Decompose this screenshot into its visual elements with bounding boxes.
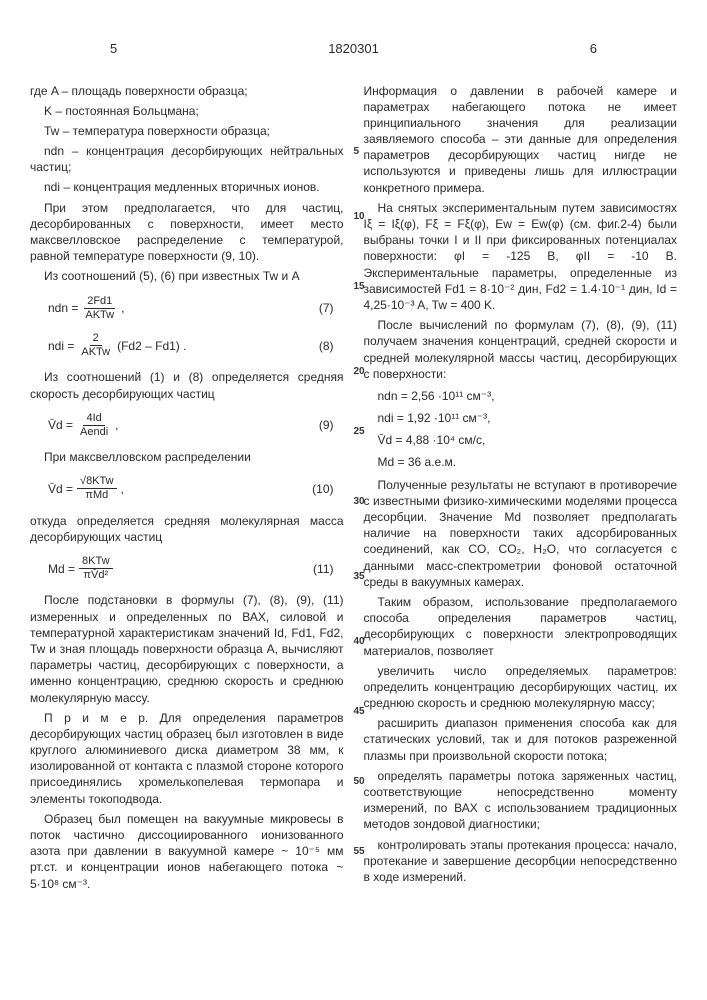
document-number: 1820301 xyxy=(328,40,379,58)
body-text: Таким образом, использование предполагае… xyxy=(364,594,678,659)
body-text: контролировать этапы протекания процесса… xyxy=(364,837,678,886)
body-text: После вычислений по формулам (7), (8), (… xyxy=(364,317,678,382)
equation-number: (8) xyxy=(319,338,344,354)
body-text: определять параметры потока заряженных ч… xyxy=(364,768,678,833)
page-header: 5 1820301 6 xyxy=(30,40,677,58)
line-marker: 50 xyxy=(354,775,365,789)
line-marker: 5 xyxy=(354,145,360,159)
line-marker: 45 xyxy=(354,705,365,719)
column-right: Информация о давлении в рабочей камере и… xyxy=(364,83,678,896)
equation-number: (7) xyxy=(319,300,344,316)
page-number-left: 5 xyxy=(110,40,117,58)
line-marker: 55 xyxy=(354,845,365,859)
body-text: откуда определяется средняя молекулярная… xyxy=(30,513,344,545)
definition-line: Tw – температура поверхности образца; xyxy=(30,123,344,139)
body-text: Из соотношений (5), (6) при известных Tw… xyxy=(30,268,344,284)
page-number-right: 6 xyxy=(590,40,597,58)
definition-line: ndn – концентрация десорбирующих нейтрал… xyxy=(30,143,344,175)
equation-number: (10) xyxy=(312,481,343,497)
body-text: Из соотношений (1) и (8) определяется ср… xyxy=(30,369,344,401)
equation-number: (11) xyxy=(313,561,343,577)
equation-number: (9) xyxy=(319,417,344,433)
line-marker: 40 xyxy=(354,635,365,649)
body-text: На снятых экспериментальным путем зависи… xyxy=(364,200,678,313)
line-marker: 35 xyxy=(354,570,365,584)
body-text: При этом предполагается, что для частиц,… xyxy=(30,200,344,265)
body-text: Информация о давлении в рабочей камере и… xyxy=(364,83,678,196)
result-value: ndn = 2,56 ·10¹¹ см⁻³, xyxy=(364,388,678,404)
formula-10: V̄d = √8KTwπMd , (10) xyxy=(30,475,344,502)
body-text: Полученные результаты не вступают в прот… xyxy=(364,477,678,590)
line-marker: 10 xyxy=(354,210,365,224)
definition-line: K – постоянная Больцмана; xyxy=(30,103,344,119)
line-marker: 30 xyxy=(354,495,365,509)
result-value: Md = 36 а.е.м. xyxy=(364,454,678,470)
line-marker: 25 xyxy=(354,425,365,439)
line-marker: 15 xyxy=(354,280,365,294)
line-marker: 20 xyxy=(354,365,365,379)
formula-7: ndn = 2Fd1AKTw , (7) xyxy=(30,295,344,322)
body-text: Образец был помещен на вакуумные микрове… xyxy=(30,811,344,892)
example-text: П р и м е р. Для определения параметров … xyxy=(30,710,344,807)
result-value: ndi = 1,92 ·10¹¹ см⁻³, xyxy=(364,410,678,426)
formula-8: ndi = 2AKTw (Fd2 – Fd1) . (8) xyxy=(30,332,344,359)
body-text: После подстановки в формулы (7), (8), (9… xyxy=(30,592,344,705)
column-left: где A – площадь поверхности образца; K –… xyxy=(30,83,344,896)
body-text: При максвелловском распределении xyxy=(30,449,344,465)
definition-line: ndi – концентрация медленных вторичных и… xyxy=(30,179,344,195)
formula-11: Md = 8KTwπV̄d² (11) xyxy=(30,555,344,582)
formula-9: V̄d = 4IdAendi , (9) xyxy=(30,412,344,439)
result-value: V̄d = 4,88 ·10⁴ см/с, xyxy=(364,432,678,448)
body-text: расширить диапазон применения способа ка… xyxy=(364,715,678,764)
definition-line: где A – площадь поверхности образца; xyxy=(30,83,344,99)
body-text: увеличить число определяемых параметров:… xyxy=(364,663,678,712)
